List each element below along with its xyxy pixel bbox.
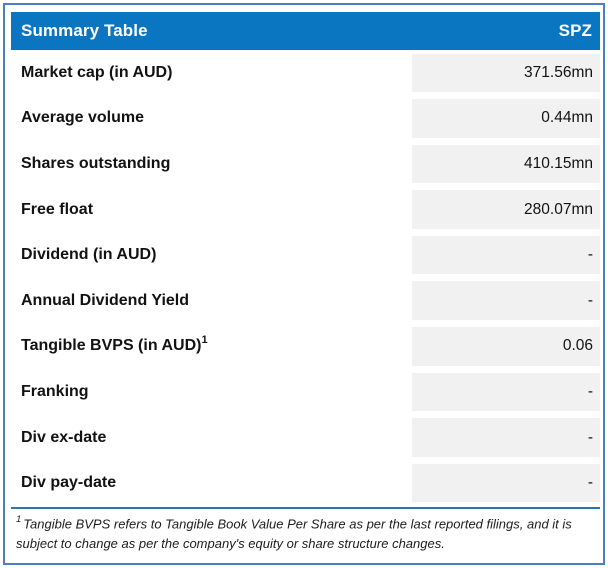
table-row: Annual Dividend Yield -	[11, 278, 600, 324]
row-label-text: Average volume	[21, 109, 145, 127]
row-label-text: Market cap (in AUD)	[21, 63, 173, 81]
footnote: 1 Tangible BVPS refers to Tangible Book V…	[11, 509, 600, 559]
row-label: Average volume	[11, 96, 412, 142]
table-title: Summary Table	[21, 21, 148, 40]
row-label: Div pay-date	[11, 460, 412, 506]
row-label: Annual Dividend Yield	[11, 278, 412, 324]
table-row: Market cap (in AUD) 371.56mn	[11, 50, 600, 96]
row-label: Shares outstanding	[11, 141, 412, 187]
table-row: Div pay-date -	[11, 460, 600, 506]
table-row: Tangible BVPS (in AUD) 1 0.06	[11, 324, 600, 370]
row-value: -	[412, 463, 600, 503]
footnote-divider	[11, 506, 600, 509]
row-value: 410.15mn	[412, 144, 600, 184]
footnote-text: Tangible BVPS refers to Tangible Book Va…	[16, 516, 572, 552]
row-value: -	[412, 418, 600, 457]
row-label-text: Franking	[21, 382, 89, 400]
table-body: Market cap (in AUD) 371.56mn Average vol…	[11, 50, 600, 506]
row-label: Market cap (in AUD)	[11, 50, 412, 96]
row-label-text: Free float	[21, 200, 94, 218]
table-row: Average volume 0.44mn	[11, 96, 600, 142]
row-label-text: Dividend (in AUD)	[21, 246, 157, 264]
table-row: Franking -	[11, 369, 600, 415]
row-value: -	[412, 281, 600, 321]
row-label-text: Div ex-date	[21, 428, 107, 446]
row-label-text: Annual Dividend Yield	[21, 291, 190, 309]
ticker-label: SPZ	[558, 21, 592, 40]
table-row: Dividend (in AUD) -	[11, 232, 600, 278]
table-row: Div ex-date -	[11, 415, 600, 461]
row-value: 280.07mn	[412, 190, 600, 229]
row-label: Tangible BVPS (in AUD) 1	[21, 334, 208, 355]
table-row: Free float 280.07mn	[11, 187, 600, 233]
summary-table-card: Summary Table SPZ Market cap (in AUD) 37…	[3, 3, 605, 565]
table-header: Summary Table SPZ	[11, 12, 600, 50]
row-label: Free float	[11, 187, 412, 233]
row-label: Franking	[11, 369, 412, 415]
row-value: -	[412, 235, 600, 275]
footnote-marker: 1	[16, 513, 22, 525]
row-value: 0.06	[412, 327, 600, 366]
row-label: Div ex-date	[11, 415, 412, 461]
row-value: -	[412, 372, 600, 412]
table-row: Shares outstanding 410.15mn	[11, 141, 600, 187]
row-label-text: Tangible BVPS (in AUD)	[21, 337, 202, 355]
row-label: Dividend (in AUD)	[11, 232, 412, 278]
row-value: 371.56mn	[412, 53, 600, 93]
row-label-text: Div pay-date	[21, 474, 117, 492]
row-value: 0.44mn	[412, 99, 600, 138]
row-label-text: Shares outstanding	[21, 154, 171, 172]
